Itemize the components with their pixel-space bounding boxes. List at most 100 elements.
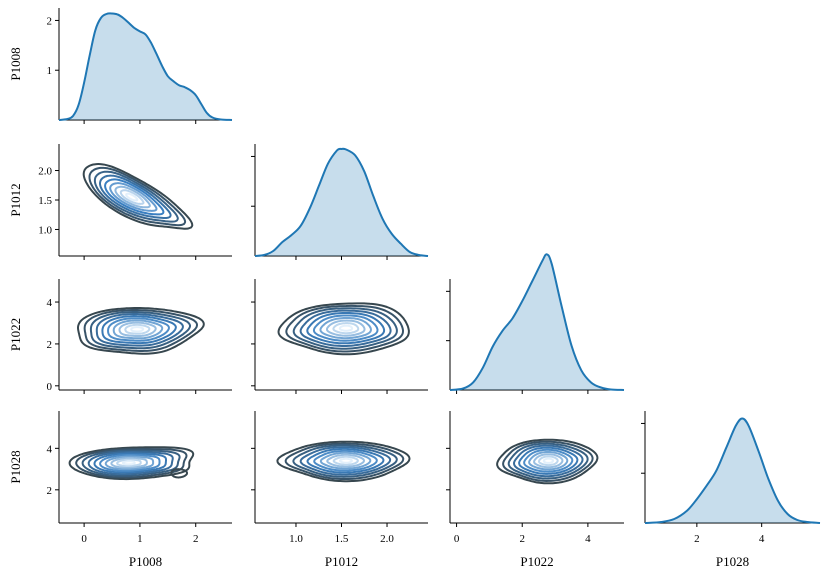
contour-p1028-p1008-0-level-8 [110, 457, 148, 469]
x-tick-label: 2 [694, 533, 700, 545]
panel-p1012-vs-p1012 [254, 147, 429, 257]
contour-p1022-p1008-0-level-2 [83, 309, 199, 352]
y-axis-label-p1028: P1028 [8, 450, 23, 483]
contour-p1022-p1008-0-level-9 [124, 323, 151, 335]
contour-p1028-p1022-0-level-6 [523, 448, 574, 473]
contour-p1028-p1012-0-level-1 [276, 440, 411, 483]
contour-p1028-p1012-0-level-9 [332, 455, 359, 466]
contour-p1028-p1012-0-level-2 [284, 442, 405, 480]
x-tick-label: 0 [81, 533, 87, 545]
x-axis-label-p1008: P1008 [129, 554, 162, 569]
y-tick-label: 4 [47, 297, 53, 309]
kde-fill-p1008 [59, 13, 232, 120]
kde-fill-p1022 [450, 254, 624, 390]
contour-p1028-p1012-0-level-10 [338, 457, 353, 464]
axes-layer: 1 2 P1008 1.0 1.5 2.0 P1012 0 2 4 P1022 2 4 0 1 2 P1008 P… [8, 8, 820, 569]
contour-p1022-p1012-0-level-9 [332, 322, 360, 335]
contour-p1012-p1008-0-level-1 [82, 163, 194, 230]
y-axis-label-p1012: P1012 [8, 183, 23, 216]
contour-p1028-p1022-0-level-4 [513, 444, 584, 478]
contour-p1022-p1012-0-level-6 [312, 314, 379, 342]
contour-p1028-p1012-0-level-3 [292, 444, 398, 478]
x-tick-label: 4 [759, 533, 765, 545]
contour-p1028-p1012-0-level-8 [326, 453, 365, 468]
contour-p1028-p1022-0-level-3 [507, 442, 589, 480]
contour-p1022-p1008-0-level-1 [77, 307, 205, 355]
panel-p1022-vs-p1012 [277, 302, 410, 356]
contour-p1028-p1022-0-level-5 [518, 446, 579, 475]
panel-p1028-vs-p1008 [68, 446, 195, 481]
kde-curve-p1022 [449, 253, 625, 391]
contour-p1028-p1022-0-level-10 [542, 457, 555, 464]
x-tick-label: 1.5 [335, 533, 349, 545]
contour-p1028-p1022-0-level-9 [537, 455, 559, 467]
contour-p1022-p1008-0-level-5 [101, 315, 177, 345]
panel-p1028-vs-p1012 [276, 440, 411, 483]
contour-p1012-p1008-0-level-9 [125, 192, 139, 202]
contour-p1012-p1008-0-level-8 [119, 189, 145, 205]
panel-p1028-vs-p1028 [644, 417, 821, 524]
x-axis-label-p1028: P1028 [716, 554, 749, 569]
kde-curve-p1008 [58, 12, 233, 121]
contour-p1028-p1008-1-level-1 [170, 468, 189, 479]
y-tick-label: 0 [47, 381, 53, 393]
contour-p1022-p1008-0-level-8 [118, 321, 157, 337]
x-tick-label: 2 [519, 533, 525, 545]
contour-p1028-p1008-0-level-1 [68, 446, 195, 481]
x-tick-label: 1.0 [289, 533, 303, 545]
contour-p1012-p1008-0-level-3 [93, 170, 179, 223]
y-tick-label: 2 [47, 15, 53, 27]
contour-p1028-p1008-0-level-7 [104, 455, 155, 471]
kde-curve-p1012 [254, 147, 429, 257]
contour-p1028-p1008-0-level-2 [75, 448, 188, 479]
contour-p1028-p1022-0-level-2 [502, 440, 594, 482]
x-tick-label: 1 [137, 533, 143, 545]
contour-p1028-p1008-0-level-5 [93, 452, 167, 474]
kde-fill-p1028 [645, 418, 820, 523]
panel-p1028-vs-p1022 [496, 438, 599, 485]
contour-p1022-p1012-0-level-5 [306, 312, 386, 345]
x-tick-label: 2.0 [380, 533, 394, 545]
contour-p1012-p1008-0-level-6 [109, 182, 158, 212]
contour-p1022-p1012-0-level-7 [319, 317, 372, 340]
contour-p1022-p1012-0-level-1 [277, 302, 410, 356]
contour-p1022-p1008-0-level-3 [89, 310, 192, 350]
contour-p1028-p1008-0-level-6 [99, 454, 161, 472]
kde-fill-p1012 [255, 148, 428, 256]
y-tick-label: 1 [47, 65, 53, 77]
contour-p1012-p1008-0-level-2 [88, 166, 187, 227]
y-tick-label: 1.0 [38, 224, 52, 236]
contour-p1022-p1012-0-level-8 [326, 319, 366, 337]
contour-p1028-p1022-0-level-7 [528, 451, 569, 471]
panel-p1022-vs-p1008 [77, 307, 205, 355]
y-tick-label: 2 [47, 339, 53, 351]
contour-p1028-p1012-0-level-4 [299, 446, 392, 476]
contour-p1012-p1008-0-level-4 [99, 174, 172, 220]
contour-p1022-p1012-0-level-10 [338, 324, 354, 332]
y-tick-label: 2 [47, 485, 53, 497]
x-tick-label: 4 [585, 533, 591, 545]
x-tick-label: 0 [454, 533, 460, 545]
panel-p1022-vs-p1022 [449, 253, 625, 391]
x-axis-label-p1012: P1012 [325, 554, 358, 569]
contour-p1022-p1008-0-level-6 [107, 317, 170, 342]
contour-p1028-p1022-0-level-8 [533, 453, 564, 469]
contour-p1028-p1008-0-level-9 [116, 458, 142, 467]
contour-p1028-p1008-0-level-4 [87, 451, 174, 476]
contour-p1028-p1022-0-level-1 [496, 438, 599, 485]
y-tick-label: 4 [47, 443, 53, 455]
contour-p1022-p1012-0-level-2 [285, 304, 404, 353]
contour-p1028-p1012-0-level-5 [306, 447, 385, 474]
contour-p1028-p1012-0-level-7 [319, 451, 372, 470]
panel-p1012-vs-p1008 [82, 163, 194, 230]
contour-p1012-p1008-0-level-5 [104, 178, 165, 216]
y-axis-label-p1008: P1008 [8, 47, 23, 80]
contour-p1012-p1008-0-level-7 [114, 185, 151, 209]
y-axis-label-p1022: P1022 [8, 318, 23, 351]
contour-p1022-p1008-0-level-10 [130, 326, 145, 333]
kde-curve-p1028 [644, 417, 821, 524]
y-tick-label: 2.0 [38, 166, 52, 178]
y-tick-label: 1.5 [38, 195, 52, 207]
contour-p1028-p1008-0-level-3 [81, 449, 181, 477]
